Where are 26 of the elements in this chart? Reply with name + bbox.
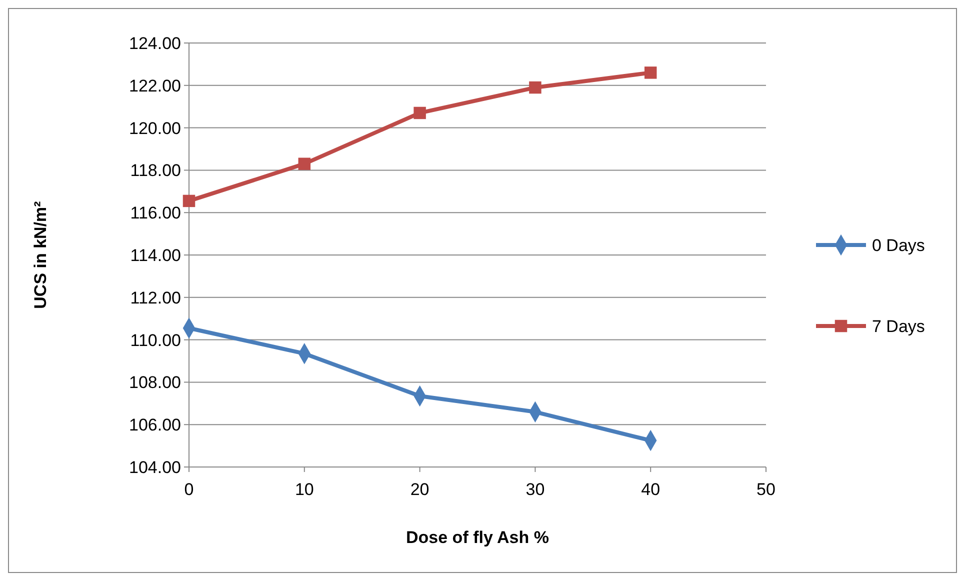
y-tick-label: 114.00 bbox=[130, 246, 181, 265]
point bbox=[529, 81, 542, 94]
x-tick-label: 10 bbox=[294, 480, 314, 499]
point bbox=[644, 66, 657, 79]
x-tick-label: 0 bbox=[184, 480, 194, 499]
point bbox=[182, 194, 196, 208]
legend-label: 0 Days bbox=[872, 236, 925, 255]
x-tick-label: 30 bbox=[526, 480, 545, 499]
y-tick-label: 112.00 bbox=[130, 288, 181, 308]
x-tick-label: 40 bbox=[641, 480, 660, 499]
y-tick-label: 120.00 bbox=[129, 118, 181, 138]
y-tick-label: 122.00 bbox=[129, 76, 181, 96]
x-tick-label: 50 bbox=[756, 480, 776, 499]
legend-label: 7 Days bbox=[872, 316, 925, 336]
point bbox=[414, 106, 426, 120]
y-tick-label: 116.00 bbox=[130, 204, 181, 223]
y-tick-label: 124.00 bbox=[129, 34, 181, 53]
point bbox=[298, 158, 311, 170]
x-axis-title: Dose of fly Ash % bbox=[406, 528, 549, 547]
y-tick-label: 108.00 bbox=[129, 373, 181, 392]
y-tick-label: 104.00 bbox=[129, 458, 181, 477]
y-tick-label: 118.00 bbox=[130, 161, 181, 180]
y-tick-label: 106.00 bbox=[129, 416, 181, 435]
y-axis-title: UCS in kN/m² bbox=[31, 200, 50, 309]
x-tick-label: 20 bbox=[410, 480, 430, 499]
y-tick-label: 110.00 bbox=[130, 330, 181, 350]
